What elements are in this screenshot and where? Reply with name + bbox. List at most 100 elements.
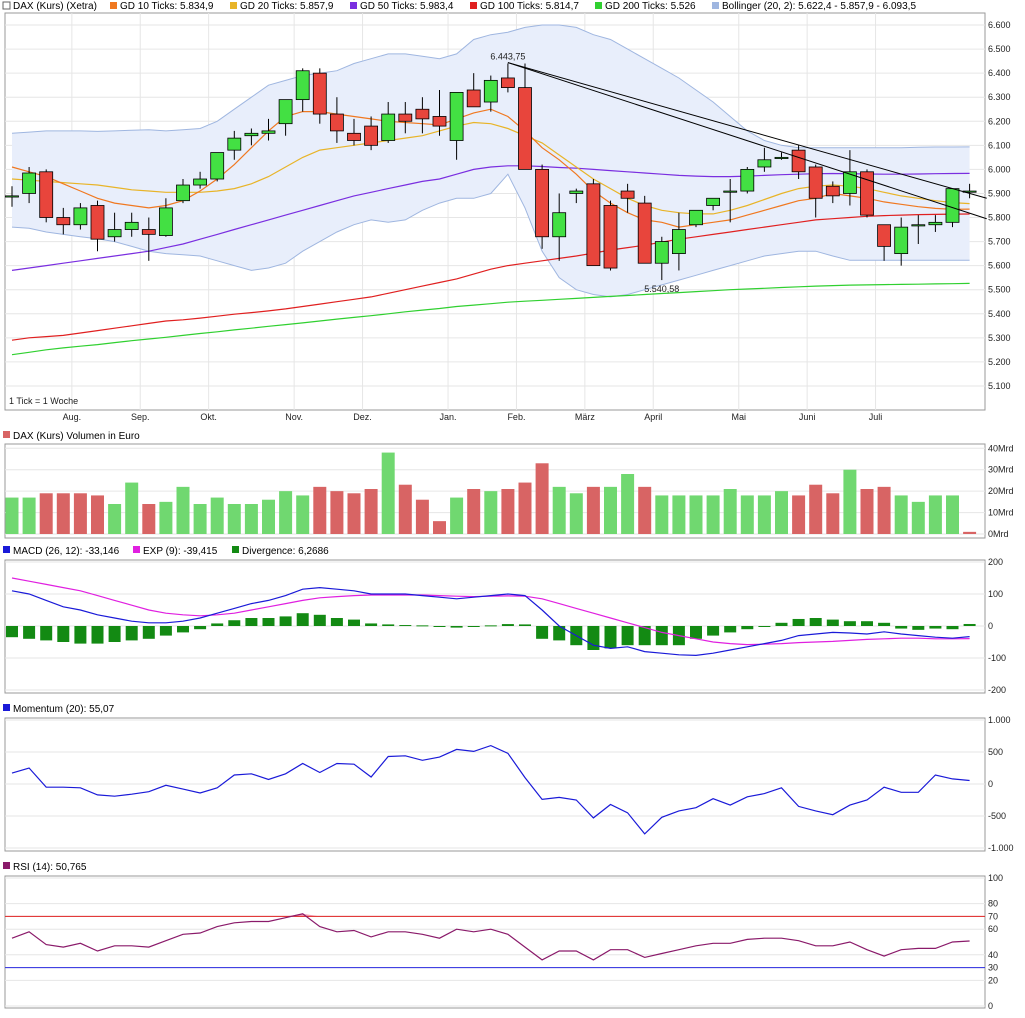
candle-body: [364, 125, 379, 146]
volume-bar: [330, 491, 344, 534]
rsi-panel-frame: [4, 875, 986, 1009]
x-label-mrz: März: [575, 412, 595, 422]
divergence-bar: [433, 626, 446, 627]
candle-body: [261, 130, 276, 134]
price-tick-label: 5.600: [988, 261, 1011, 271]
candle: [193, 171, 208, 189]
candle-body: [774, 156, 789, 159]
divergence-bar: [262, 618, 275, 626]
divergence-bar: [655, 626, 668, 646]
legend-swatch-divergence: [232, 546, 239, 553]
price-tick-label: 5.900: [988, 188, 1011, 198]
rsi-tick-label: 100: [988, 873, 1003, 883]
legend-swatch-volume: [3, 431, 10, 438]
divergence-bar: [108, 626, 121, 642]
rsi-tick-label: 70: [988, 911, 998, 921]
divergence-bar: [23, 626, 36, 639]
candle-body: [637, 202, 652, 264]
candle-body: [312, 72, 327, 115]
divergence-bar: [57, 626, 70, 642]
divergence-bar: [861, 621, 873, 626]
volume-bar: [381, 452, 395, 534]
volume-bar: [73, 493, 87, 534]
gd100-line: [11, 213, 970, 341]
rsi-panel: RSI (14): 50,765 100 80 70 60 40 30 20 0: [3, 862, 1003, 1011]
divergence-bar: [313, 614, 326, 626]
price-panel: DAX (Kurs) (Xetra) GD 10 Ticks: 5.834,9 …: [2, 1, 1011, 422]
volume-panel: DAX (Kurs) Volumen in Euro 40Mrd 30Mrd 20M…: [3, 431, 1014, 539]
divergence-bar: [296, 613, 309, 626]
price-tick-label: 5.400: [988, 309, 1011, 319]
legend-swatch-gd20: [230, 2, 237, 9]
candle-body: [483, 79, 498, 103]
divergence-bar: [467, 626, 480, 627]
divergence-bar: [348, 619, 360, 626]
divergence-bar: [125, 626, 138, 641]
candle-body: [381, 113, 396, 141]
candle: [278, 99, 293, 136]
volume-bar: [415, 499, 429, 534]
candle-body: [877, 224, 891, 247]
divergence-bar: [484, 625, 497, 627]
trendline: [507, 62, 987, 220]
candle: [774, 152, 789, 160]
candle-body: [894, 226, 909, 255]
legend-momentum: Momentum (20): 55,07: [13, 704, 115, 715]
volume-bar: [775, 491, 788, 534]
volume-tick-label: 10Mrd: [988, 508, 1014, 518]
volume-bar: [210, 497, 224, 534]
candle-body: [757, 159, 772, 168]
legend-swatch-gd10: [110, 2, 117, 9]
price-footnote: 1 Tick = 1 Woche: [9, 396, 78, 406]
volume-bar: [535, 463, 549, 534]
macd-tick-label: 200: [988, 557, 1003, 567]
divergence-bars: [6, 613, 976, 650]
divergence-bar: [91, 626, 104, 644]
candle: [791, 145, 806, 180]
volume-bar: [928, 495, 942, 534]
divergence-bar: [775, 622, 788, 626]
candle: [295, 68, 310, 112]
bollinger-band-area: [12, 25, 970, 297]
volume-bar: [963, 531, 977, 534]
momentum-line: [11, 744, 970, 835]
volume-tick-label: 20Mrd: [988, 486, 1014, 496]
candle: [483, 75, 498, 112]
divergence-bar: [809, 618, 822, 626]
divergence-bar: [895, 626, 908, 629]
candle-body: [843, 171, 857, 194]
volume-bar: [244, 504, 258, 534]
price-y-axis: 5.100 5.200 5.300 5.400 5.500 5.600 5.700 5.800…: [988, 20, 1011, 391]
candle: [364, 116, 379, 151]
candle: [535, 164, 549, 249]
price-tick-label: 6.300: [988, 92, 1011, 102]
rsi-tick-label: 80: [988, 899, 998, 909]
volume-bar: [843, 469, 857, 534]
candle: [141, 217, 156, 261]
candle: [586, 179, 601, 267]
candle-body: [193, 178, 208, 186]
candle-body: [945, 188, 960, 223]
volume-bar: [757, 495, 771, 534]
volume-bar: [125, 482, 139, 534]
candle-body: [73, 207, 88, 226]
momentum-panel: Momentum (20): 55,07 1.000 500 0 -500 -1.000: [3, 704, 1014, 853]
candle-body: [518, 87, 532, 170]
price-tick-label: 6.400: [988, 68, 1011, 78]
momentum-tick-label: -500: [988, 811, 1006, 821]
candle-body: [928, 221, 943, 226]
candle-body: [535, 168, 549, 238]
volume-bar: [689, 495, 703, 534]
candle-body: [158, 207, 173, 236]
volume-bar: [638, 486, 652, 534]
legend-divergence: Divergence: 6,2686: [242, 546, 329, 557]
price-tick-label: 6.000: [988, 164, 1011, 174]
volume-bar: [364, 489, 378, 534]
legend-bollinger: Bollinger (20, 2): 5.622,4 - 5.857,9 - 6…: [722, 1, 916, 12]
macd-panel: MACD (26, 12): -33,146 EXP (9): -39,415 …: [3, 546, 1006, 695]
volume-bar: [91, 495, 104, 534]
price-tick-label: 5.500: [988, 285, 1011, 295]
legend-swatch-momentum: [3, 704, 10, 711]
candle: [689, 209, 703, 228]
divergence-bar: [690, 626, 702, 639]
